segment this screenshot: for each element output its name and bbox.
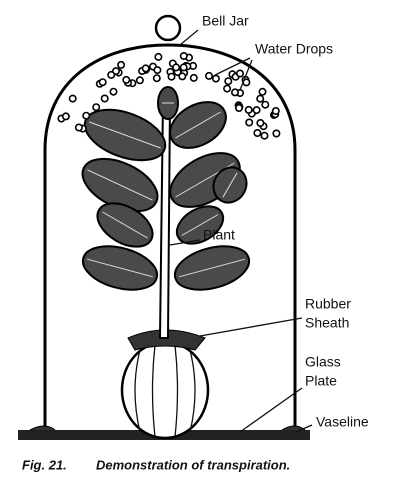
water-drop	[223, 84, 232, 93]
label: Water Drops	[255, 41, 333, 57]
water-drop	[260, 131, 269, 140]
leaf	[169, 101, 227, 149]
water-drop	[189, 73, 198, 82]
rubber-sheath	[127, 329, 206, 351]
water-drop	[141, 64, 150, 73]
water-drop	[107, 70, 116, 79]
water-drop	[92, 103, 101, 112]
water-drop	[178, 72, 187, 81]
leader	[295, 424, 313, 433]
water-drop	[235, 104, 244, 113]
water-drop	[179, 63, 188, 72]
label: Glass	[305, 354, 341, 370]
water-drop	[68, 94, 77, 103]
leaf	[173, 245, 251, 291]
leader	[169, 239, 201, 246]
leaf-rib	[89, 121, 161, 149]
water-drop	[244, 105, 253, 114]
water-drop	[258, 87, 267, 96]
leaf	[81, 245, 159, 291]
leaf	[81, 157, 159, 213]
water-drop	[261, 100, 270, 109]
water-drop	[61, 112, 70, 121]
leaf	[157, 86, 179, 120]
water-drop	[74, 123, 83, 132]
leaf	[96, 202, 154, 248]
water-drop	[122, 75, 131, 84]
water-drop	[135, 76, 144, 85]
water-drop	[245, 118, 254, 127]
label: Plant	[203, 227, 235, 243]
leaf-rib	[87, 258, 153, 278]
water-drops	[57, 51, 281, 140]
water-drop	[253, 129, 262, 138]
leader	[239, 387, 303, 433]
water-drop	[205, 71, 214, 80]
pot-lines	[134, 344, 196, 438]
bell-jar	[43, 43, 297, 430]
water-drop	[153, 66, 162, 75]
water-drop	[100, 94, 109, 103]
water-drop	[82, 111, 91, 120]
leaf	[175, 205, 225, 245]
water-drop	[252, 106, 261, 115]
leader	[179, 29, 199, 46]
water-drop	[167, 72, 176, 81]
caption-figure: Fig. 21.	[22, 457, 67, 472]
label: Vaseline	[316, 414, 369, 430]
leaf-rib	[87, 169, 153, 201]
water-drop	[224, 77, 233, 86]
leaf-rib	[181, 214, 219, 236]
leaf-rib	[102, 211, 148, 239]
water-drop	[231, 88, 240, 97]
label: Bell Jar	[202, 13, 249, 29]
water-drop	[109, 87, 118, 96]
leader	[199, 317, 303, 337]
leaf	[212, 166, 248, 204]
label: Sheath	[305, 315, 349, 331]
label: Plate	[305, 373, 337, 389]
label: Rubber	[305, 296, 351, 312]
water-drop	[211, 74, 220, 83]
leaves	[81, 86, 251, 291]
water-drop	[236, 69, 245, 78]
jar-knob	[154, 14, 182, 42]
leaf-rib	[175, 111, 221, 139]
leader	[214, 57, 253, 91]
water-drop	[117, 60, 126, 69]
leaf-rib	[222, 172, 238, 198]
water-drop	[179, 51, 188, 60]
caption-text: Demonstration of transpiration.	[96, 457, 290, 472]
water-drop	[256, 119, 265, 128]
water-drop	[98, 78, 107, 87]
water-drop	[154, 52, 163, 61]
water-drop	[152, 74, 161, 83]
leaf	[83, 108, 167, 162]
water-drop	[172, 63, 181, 72]
leaf-rib	[179, 258, 245, 278]
water-drop	[256, 94, 265, 103]
water-drop	[272, 129, 281, 138]
water-drop	[271, 107, 280, 116]
